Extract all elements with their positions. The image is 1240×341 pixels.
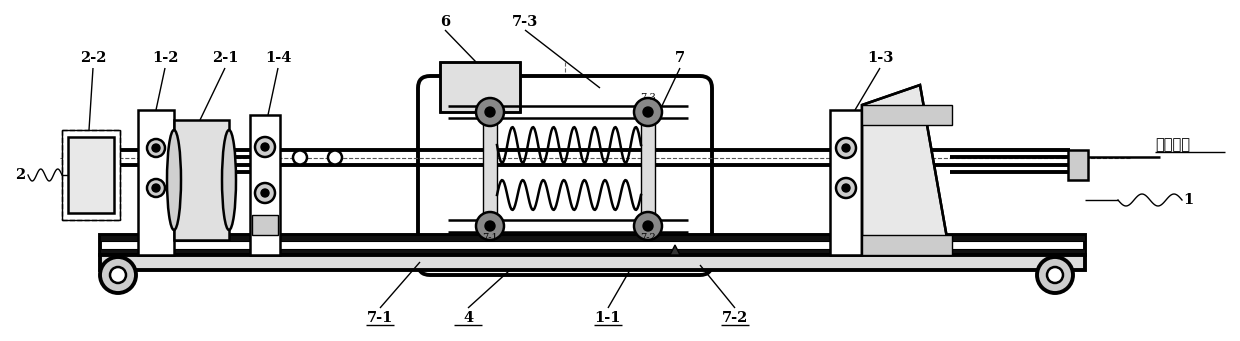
Circle shape bbox=[260, 189, 269, 197]
Text: 7-1: 7-1 bbox=[482, 234, 498, 242]
Circle shape bbox=[255, 137, 275, 157]
Bar bbox=[100, 235, 1085, 255]
Circle shape bbox=[100, 257, 136, 293]
Text: 1-2: 1-2 bbox=[151, 51, 179, 65]
Text: 1-1: 1-1 bbox=[595, 311, 621, 325]
Circle shape bbox=[148, 139, 165, 157]
Circle shape bbox=[1037, 257, 1073, 293]
Bar bbox=[641, 118, 655, 226]
Bar bbox=[62, 130, 120, 220]
Polygon shape bbox=[862, 85, 950, 255]
Bar bbox=[174, 120, 229, 240]
Circle shape bbox=[644, 107, 653, 117]
Circle shape bbox=[842, 144, 849, 152]
Text: 4: 4 bbox=[463, 311, 474, 325]
Circle shape bbox=[148, 179, 165, 197]
Text: 气体进入: 气体进入 bbox=[1154, 138, 1190, 152]
Circle shape bbox=[153, 184, 160, 192]
Text: 7-2: 7-2 bbox=[722, 311, 748, 325]
Text: 7-1: 7-1 bbox=[367, 311, 393, 325]
Ellipse shape bbox=[222, 130, 236, 230]
Text: 1-4: 1-4 bbox=[265, 51, 291, 65]
Bar bbox=[830, 110, 862, 255]
Bar bbox=[100, 255, 1085, 270]
Bar bbox=[138, 110, 174, 255]
Bar bbox=[100, 249, 1085, 255]
Circle shape bbox=[153, 144, 160, 152]
Bar bbox=[484, 118, 497, 226]
Circle shape bbox=[1047, 267, 1063, 283]
Text: 1: 1 bbox=[1183, 193, 1193, 207]
Circle shape bbox=[476, 212, 503, 240]
Circle shape bbox=[485, 221, 495, 231]
Text: 7-3: 7-3 bbox=[512, 15, 538, 29]
Circle shape bbox=[836, 178, 856, 198]
Circle shape bbox=[634, 212, 662, 240]
Bar bbox=[862, 235, 952, 255]
Text: 7-3: 7-3 bbox=[640, 92, 656, 102]
Bar bbox=[252, 215, 278, 235]
Circle shape bbox=[634, 98, 662, 126]
Bar bbox=[100, 235, 1085, 241]
Circle shape bbox=[255, 183, 275, 203]
Text: 1-3: 1-3 bbox=[867, 51, 893, 65]
Circle shape bbox=[110, 267, 126, 283]
Text: 2-1: 2-1 bbox=[212, 51, 238, 65]
Circle shape bbox=[644, 221, 653, 231]
Bar bbox=[862, 105, 952, 125]
Bar bbox=[68, 137, 114, 213]
Circle shape bbox=[293, 150, 308, 164]
Text: 2: 2 bbox=[15, 168, 25, 182]
Bar bbox=[440, 62, 520, 112]
Circle shape bbox=[329, 150, 342, 164]
Text: 7-2: 7-2 bbox=[640, 234, 656, 242]
Bar bbox=[1068, 150, 1087, 180]
Polygon shape bbox=[670, 245, 680, 255]
Circle shape bbox=[476, 98, 503, 126]
FancyBboxPatch shape bbox=[418, 76, 712, 275]
Circle shape bbox=[842, 184, 849, 192]
Bar bbox=[250, 115, 280, 255]
Circle shape bbox=[485, 107, 495, 117]
Text: 6: 6 bbox=[440, 15, 450, 29]
Ellipse shape bbox=[167, 130, 181, 230]
Bar bbox=[440, 62, 520, 112]
Circle shape bbox=[836, 138, 856, 158]
Text: 2-2: 2-2 bbox=[79, 51, 107, 65]
Text: 7: 7 bbox=[675, 51, 684, 65]
Circle shape bbox=[260, 143, 269, 151]
